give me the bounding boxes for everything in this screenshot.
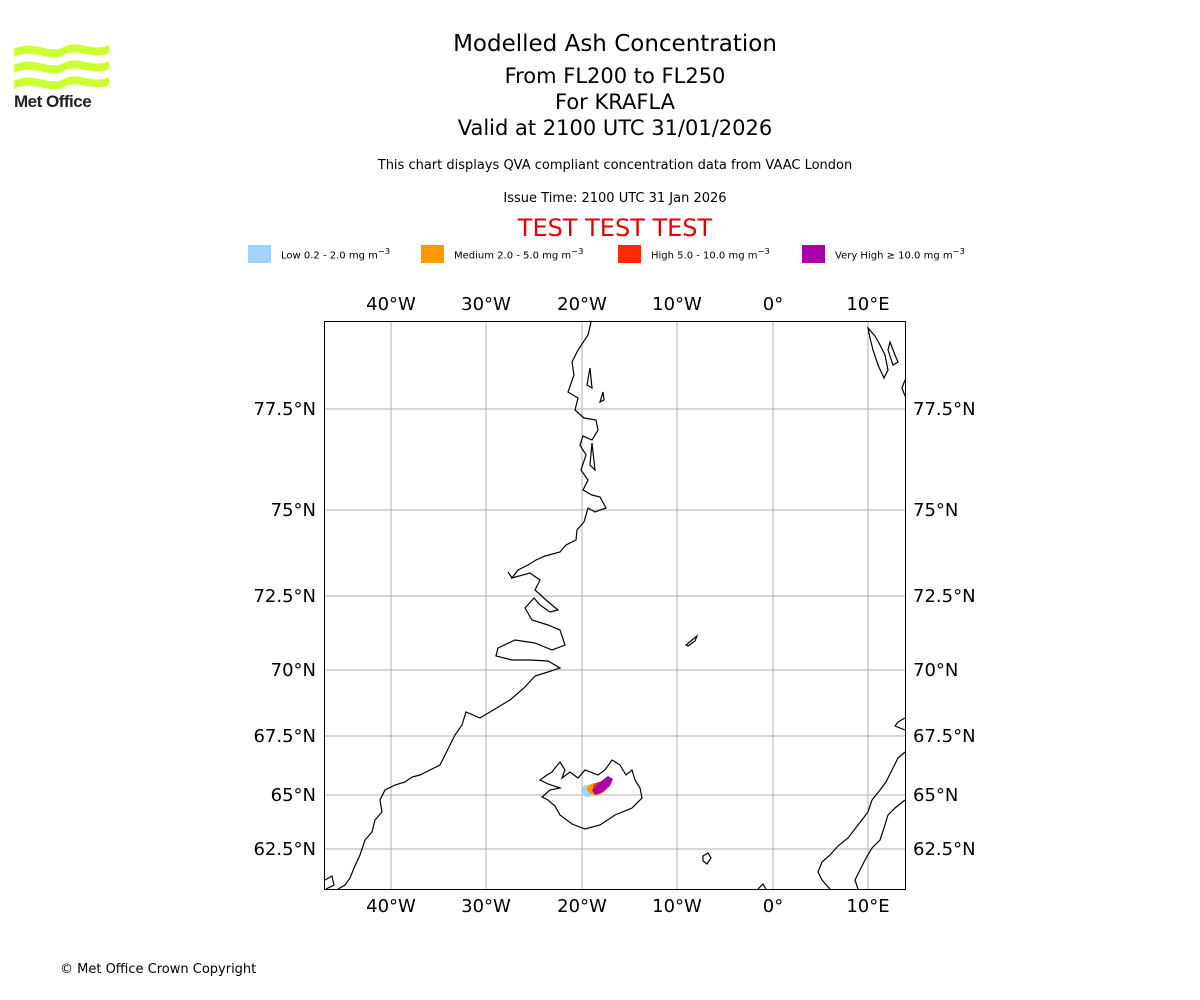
- legend-item-low: Low 0.2 - 2.0 mg m−3: [248, 244, 390, 264]
- lon-label-bottom-2: 30°W: [461, 896, 511, 917]
- svalbard-coastline: [866, 325, 889, 380]
- legend-label-medium: Medium 2.0 - 5.0 mg m−3: [454, 246, 584, 262]
- copyright-notice: © Met Office Crown Copyright: [60, 962, 257, 977]
- coastlines: [324, 321, 906, 890]
- legend-item-high: High 5.0 - 10.0 mg m−3: [618, 244, 770, 264]
- lat-label-left-4: 70°N: [271, 660, 316, 681]
- legend-label-high: High 5.0 - 10.0 mg m−3: [651, 246, 770, 262]
- graticule: [325, 322, 905, 889]
- lat-label-right-5: 67.5°N: [913, 726, 976, 747]
- lon-label-bottom-3: 20°W: [557, 896, 607, 917]
- test-banner: TEST TEST TEST: [517, 214, 713, 242]
- lon-label-bottom-5: 0°: [763, 896, 783, 917]
- legend-swatch-low: [248, 245, 271, 263]
- logo-text: Met Office: [14, 92, 92, 111]
- ash-very-high-area: [592, 776, 613, 795]
- lat-label-left-5: 67.5°N: [253, 726, 316, 747]
- lon-label-bottom-1: 40°W: [366, 896, 416, 917]
- norway-coastline: [894, 717, 906, 731]
- volcano-name: For KRAFLA: [555, 90, 675, 114]
- lon-label-bottom-4: 10°W: [652, 896, 702, 917]
- lon-label-top-6: 10°E: [846, 294, 889, 315]
- jan-mayen-coastline: [684, 634, 699, 647]
- legend-swatch-very-high: [802, 245, 825, 263]
- lat-label-left-2: 75°N: [271, 500, 316, 521]
- valid-time: Valid at 2100 UTC 31/01/2026: [457, 116, 773, 140]
- lon-label-bottom-6: 10°E: [846, 896, 889, 917]
- lat-label-left-1: 77.5°N: [253, 399, 316, 420]
- faroe-coastline: [702, 852, 712, 865]
- ash-plume: [581, 776, 613, 797]
- lon-label-top-2: 30°W: [461, 294, 511, 315]
- issue-time: Issue Time: 2100 UTC 31 Jan 2026: [503, 191, 727, 206]
- lon-label-top-4: 10°W: [652, 294, 702, 315]
- lon-label-top-5: 0°: [763, 294, 783, 315]
- lon-label-top-3: 20°W: [557, 294, 607, 315]
- compliance-note: This chart displays QVA compliant concen…: [377, 158, 853, 173]
- chart-title: Modelled Ash Concentration: [453, 31, 777, 57]
- iceland-coastline: [538, 759, 643, 830]
- legend-label-low: Low 0.2 - 2.0 mg m−3: [281, 246, 391, 262]
- lat-label-left-6: 65°N: [271, 785, 316, 806]
- lat-label-right-2: 75°N: [913, 500, 958, 521]
- legend-item-medium: Medium 2.0 - 5.0 mg m−3: [421, 244, 583, 264]
- lat-label-right-6: 65°N: [913, 785, 958, 806]
- map-frame: [324, 321, 906, 890]
- lat-label-right-4: 70°N: [913, 660, 958, 681]
- legend-swatch-high: [618, 245, 641, 263]
- legend-item-very-high: Very High ≥ 10.0 mg m−3: [802, 244, 965, 264]
- lat-label-left-7: 62.5°N: [253, 839, 316, 860]
- greenland-coastline: [337, 321, 607, 890]
- legend-swatch-medium: [421, 245, 444, 263]
- lat-label-right-7: 62.5°N: [913, 839, 976, 860]
- legend-label-very-high: Very High ≥ 10.0 mg m−3: [835, 246, 965, 262]
- lat-label-right-1: 77.5°N: [913, 399, 976, 420]
- lat-label-right-3: 72.5°N: [913, 586, 976, 607]
- lon-label-top-1: 40°W: [366, 294, 416, 315]
- met-office-logo-icon: [14, 44, 109, 90]
- lat-label-left-3: 72.5°N: [253, 586, 316, 607]
- flight-level-range: From FL200 to FL250: [504, 64, 726, 88]
